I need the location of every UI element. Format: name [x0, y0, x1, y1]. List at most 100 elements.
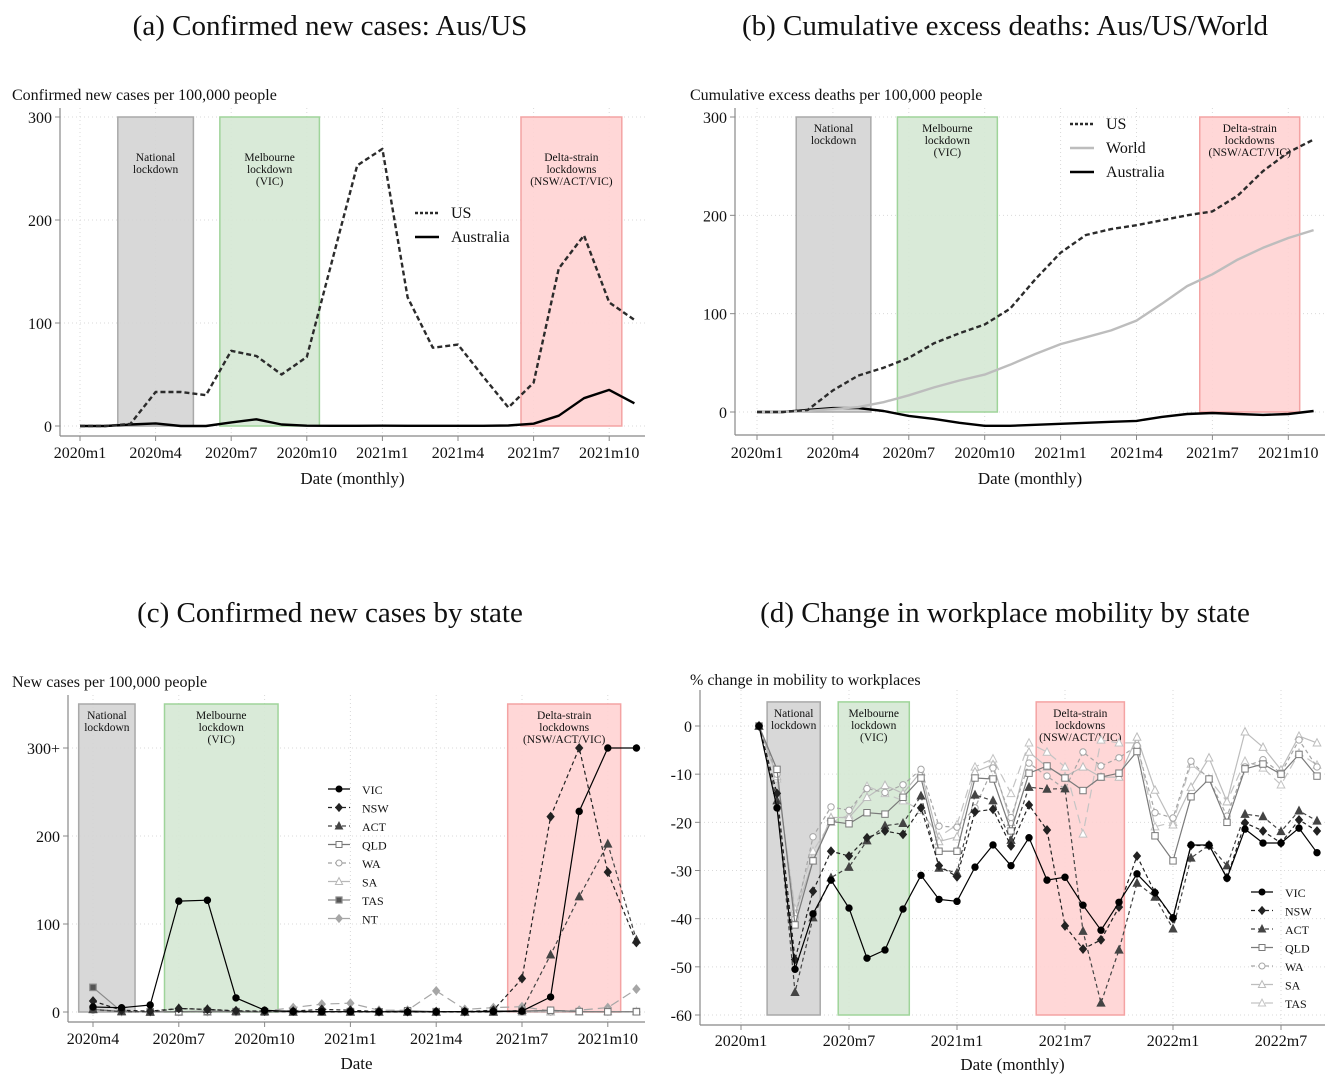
- data-point: [773, 765, 781, 774]
- data-point: [1240, 808, 1250, 818]
- data-point: [1078, 925, 1088, 935]
- shaded-period-label: National lockdown: [811, 123, 857, 147]
- shaded-period-label-line: (VIC): [256, 176, 284, 188]
- shaded-period-label-line: (NSW/ACT/VIC): [523, 734, 606, 746]
- legend-marker: [1257, 998, 1267, 1007]
- data-point: [603, 838, 613, 848]
- data-point: [773, 804, 781, 812]
- data-point: [1024, 800, 1034, 810]
- data-point: [1096, 997, 1106, 1007]
- data-point: [935, 847, 943, 855]
- series-line-world: [757, 228, 1314, 414]
- legend: US World Australia: [1070, 116, 1165, 181]
- shaded-period-label-line: Delta-strain: [544, 152, 599, 164]
- data-point: [1241, 765, 1249, 773]
- x-tick-label: 2020m10: [234, 1031, 294, 1048]
- x-tick-label: 2020m7: [823, 1033, 875, 1050]
- data-point: [791, 965, 799, 973]
- series-line-australia: [80, 388, 635, 428]
- data-point: [232, 994, 240, 1002]
- x-tick-label: 2020m7: [883, 445, 935, 462]
- legend-marker: [335, 859, 343, 867]
- data-point: [632, 937, 641, 948]
- series-line-wa: [758, 725, 1318, 920]
- data-point: [844, 851, 854, 861]
- shaded-period-label: National lockdown: [133, 152, 179, 176]
- data-point: [809, 857, 817, 865]
- y-tick-label: 200: [703, 208, 727, 225]
- data-point: [791, 921, 799, 929]
- data-point: [827, 817, 835, 826]
- legend-label-sa: SA: [1285, 979, 1301, 993]
- data-point: [575, 1007, 583, 1016]
- data-point: [203, 896, 212, 904]
- data-point: [808, 886, 818, 897]
- data-point: [1043, 772, 1051, 780]
- data-point: [574, 891, 584, 901]
- shaded-period-label-line: (NSW/ACT/VIC): [530, 176, 613, 188]
- data-point: [1060, 920, 1070, 931]
- data-point: [1006, 841, 1016, 851]
- data-point: [604, 1008, 612, 1016]
- data-point: [1277, 839, 1285, 847]
- data-point: [1276, 826, 1286, 836]
- legend-label-sa: SA: [362, 876, 378, 890]
- data-point: [772, 788, 782, 799]
- data-point: [1097, 773, 1105, 781]
- x-tick-label: 2020m4: [129, 445, 181, 462]
- data-point: [632, 744, 641, 752]
- x-tick-label: 2021m7: [496, 1031, 548, 1048]
- x-tick-label: 2021m4: [1110, 445, 1162, 462]
- data-point: [863, 954, 871, 962]
- data-point: [1258, 826, 1268, 836]
- data-point: [971, 863, 979, 871]
- data-point: [1079, 786, 1087, 795]
- shaded-period-label-line: lockdown: [851, 720, 897, 732]
- data-point: [1294, 814, 1304, 825]
- data-point: [1097, 926, 1105, 934]
- data-point: [1132, 851, 1142, 861]
- data-point: [1115, 769, 1123, 777]
- data-point: [1151, 809, 1159, 817]
- data-point: [318, 1008, 326, 1016]
- shaded-period-label: Delta-strain lockdowns (NSW/ACT/VIC): [523, 710, 606, 746]
- legend-label-qld: QLD: [1285, 942, 1310, 956]
- data-point: [988, 795, 998, 805]
- data-point: [1115, 898, 1123, 906]
- data-point: [989, 841, 997, 849]
- data-point: [1186, 781, 1196, 791]
- legend: US Australia: [415, 205, 510, 246]
- data-point: [1169, 914, 1177, 922]
- data-point: [845, 904, 853, 912]
- data-point: [1204, 752, 1214, 762]
- legend-label-wa: WA: [1285, 960, 1304, 974]
- data-point: [1025, 834, 1033, 842]
- series-qld: [755, 722, 1321, 929]
- data-point: [432, 985, 441, 996]
- data-point: [1169, 814, 1177, 822]
- data-point: [989, 775, 997, 783]
- data-point: [1115, 754, 1123, 762]
- data-point: [917, 871, 925, 880]
- shaded-period-label-line: Melbourne: [196, 710, 246, 722]
- data-point: [862, 792, 872, 801]
- shaded-period-label-line: Melbourne: [849, 708, 899, 720]
- data-point: [1132, 731, 1142, 741]
- legend-marker: [335, 841, 343, 848]
- data-point: [403, 1008, 412, 1016]
- y-axis-label: Cumulative excess deaths per 100,000 peo…: [690, 87, 982, 104]
- y-axis-label: Confirmed new cases per 100,000 people: [12, 87, 277, 104]
- data-point: [845, 820, 853, 828]
- shaded-period-label-line: lockdown: [811, 135, 857, 147]
- legend-label-wa: WA: [362, 857, 381, 871]
- y-tick-label: -50: [671, 960, 692, 977]
- data-point: [175, 897, 183, 905]
- x-tick-label: 2021m7: [1186, 445, 1238, 462]
- x-tick-label: 2021m10: [579, 445, 639, 462]
- y-tick-label: 0: [44, 419, 52, 436]
- data-point: [546, 993, 555, 1001]
- data-point: [1151, 832, 1159, 840]
- data-point: [898, 829, 908, 840]
- data-point: [1313, 772, 1321, 780]
- x-tick-label: 2021m1: [1034, 445, 1086, 462]
